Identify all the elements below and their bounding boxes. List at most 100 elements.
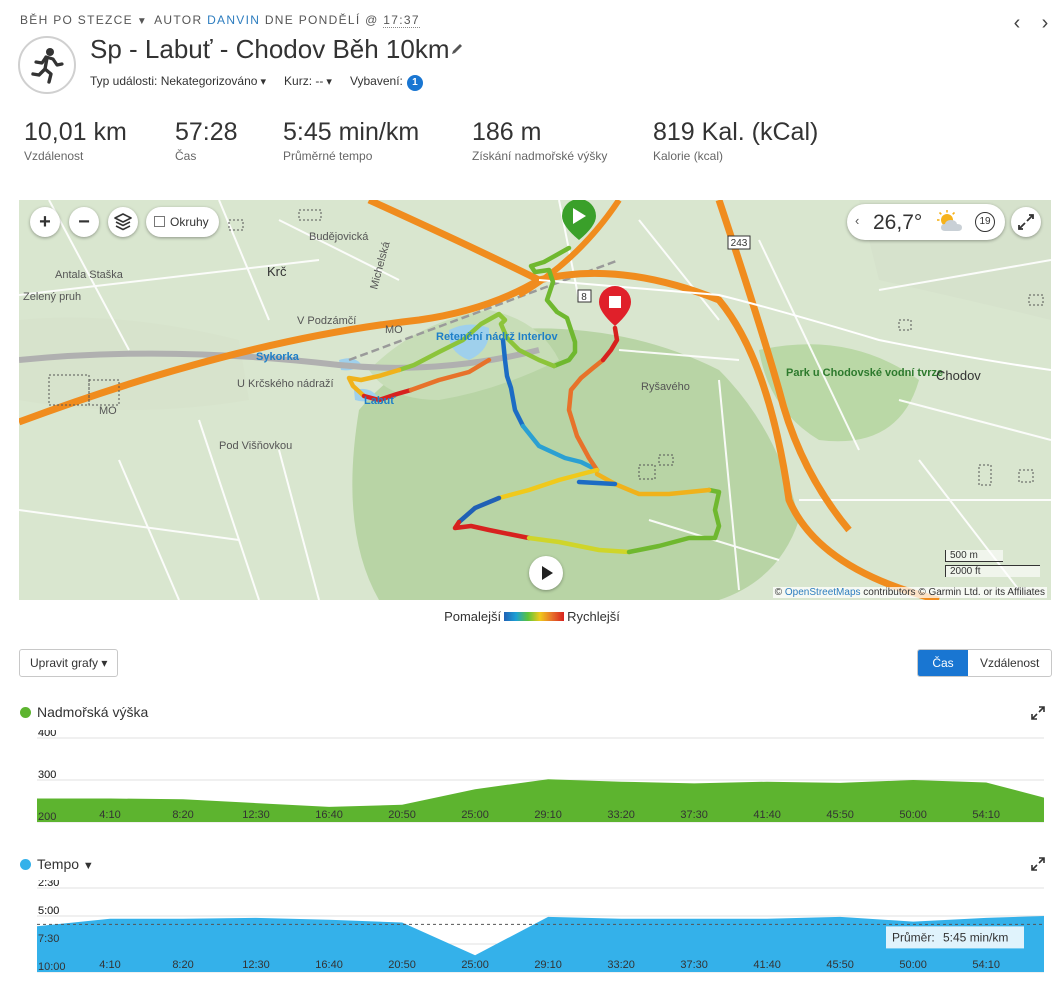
time-tab[interactable]: Čas [918,650,968,676]
stat-label: Průměrné tempo [283,149,373,163]
pace-chart[interactable]: 2:305:007:3010:002:305:007:3010:004:108:… [0,880,1064,980]
chevron-left-icon[interactable]: ‹ [1013,12,1021,34]
map-label-antala-stasku: Antala Staška [55,269,124,281]
distance-tab[interactable]: Vzdálenost [980,656,1040,670]
average-label: Průměr: 5:45 min/km [886,926,1024,949]
elevation-chart[interactable]: 4003002004003002004:108:2012:3016:4020:5… [0,730,1064,830]
weather-widget[interactable]: ‹ 26,7° 19 [847,204,1005,240]
stat-label: Kalorie (kcal) [653,149,724,163]
breadcrumb: BĚH PO STEZCE ▼ AUTOR DANVIN DNE PONDĚLÍ @… [20,13,420,28]
laps-label: Okruhy [170,215,209,229]
stat-value: 5:45 min/km [283,118,420,146]
edit-charts-button[interactable]: Upravit grafy ▾ [19,649,119,677]
elevation-legend-dot [20,707,31,718]
author-prefix: AUTOR [154,13,203,27]
map-label-sykorka: Sykorka [256,351,300,363]
map-label-pod-visnovkou: Pod Višňovkou [219,440,292,452]
activity-time[interactable]: 17:37 [383,13,420,28]
author-link[interactable]: DANVIN [207,13,261,27]
average-value-text: 5:45 min/km [943,930,1008,944]
stat-calories: 819 Kal. (kCal) Kalorie (kcal) [653,118,818,163]
finish-marker-icon[interactable] [599,286,631,326]
x-tick-label: 16:40 [315,959,343,971]
map-label-mo-1: MO [385,324,403,336]
x-tick-label: 8:20 [172,959,193,971]
x-tick-label: 37:30 [680,959,708,971]
stat-label: Získání nadmořské výšky [472,149,608,163]
expand-icon [1018,214,1034,230]
map-label-labut: Labuť [364,395,396,407]
x-tick-label: 50:00 [899,809,927,821]
map-label-chodov: Chodov [936,368,981,383]
x-tick-label: 29:10 [534,809,562,821]
axis-toggle[interactable]: Čas Vzdálenost [917,649,1053,677]
laps-checkbox[interactable] [154,216,165,227]
temperature: 26,7° [873,211,923,234]
start-marker-icon[interactable] [562,200,596,240]
x-tick-label: 25:00 [461,959,489,971]
average-label-text: Průměr: [892,930,935,944]
x-tick-label: 20:50 [388,809,416,821]
stat-value: 186 m [472,118,542,146]
x-tick-label: 54:10 [972,809,1000,821]
chevron-right-icon[interactable]: › [1041,12,1049,34]
route-map[interactable]: 243 8 Krč Sykorka Retenční nádrž Interlo… [19,200,1051,600]
map-label-reservoir: Retenční nádrž Interlov [436,331,559,343]
activity-meta: Typ události: Nekategorizováno Kurz: -- … [90,74,423,91]
activity-type-dropdown-icon[interactable]: ▼ [136,16,149,27]
map-fullscreen-button[interactable] [1011,207,1041,237]
y-tick-label: 5:00 [38,905,59,917]
edit-charts-label: Upravit grafy [30,656,99,670]
stat-pace: 5:45 min/km Průměrné tempo [283,118,419,163]
expand-icon[interactable] [1031,857,1045,871]
stat-value: 819 Kal. (kCal) [653,118,819,146]
gear-count-badge[interactable]: 1 [406,75,423,91]
speed-gradient-bar [504,612,565,621]
x-tick-label: 33:20 [607,959,635,971]
layers-icon [114,213,132,231]
wind-speed-badge: 19 [975,212,995,232]
y-tick-label: 400 [38,730,56,739]
x-tick-label: 54:10 [972,959,1000,971]
gear-label: Vybavení: [349,74,403,88]
y-tick-label: 10:00 [38,961,66,973]
zoom-in-button[interactable]: + [30,207,60,237]
map-label-michelska: Michelská [368,240,392,291]
weather-chevron-left-icon[interactable]: ‹ [855,213,860,228]
map-layers-button[interactable] [108,207,138,237]
laps-toggle[interactable]: Okruhy [146,207,219,237]
x-tick-label: 12:30 [242,959,270,971]
zoom-out-button[interactable]: − [69,207,99,237]
x-tick-label: 33:20 [607,809,635,821]
x-tick-label: 16:40 [315,809,343,821]
pace-dropdown-icon[interactable]: ▼ [82,860,94,872]
expand-icon[interactable] [1031,706,1045,720]
pace-chart-header: Tempo ▼ [20,856,94,872]
osm-link[interactable]: OpenStreetMaps [784,587,861,598]
map-attribution: © OpenStreetMaps contributors © Garmin L… [772,587,1047,598]
chevron-down-icon: ▾ [101,656,108,670]
y-tick-label: 400 [38,730,56,739]
map-label-mo-2: MO [99,405,117,417]
y-tick-label: 2:30 [38,880,59,889]
route-playback-button[interactable] [529,556,563,590]
map-label-v-podzami: V Podzámčí [297,315,356,327]
gear-field[interactable]: Vybavení: 1 [350,74,423,91]
edit-pencil-icon[interactable] [450,42,464,56]
map-label-park: Park u Chodovské vodní tvrze [786,367,943,379]
activity-type: BĚH PO STEZCE [20,13,133,27]
x-tick-label: 4:10 [99,959,120,971]
event-type-dropdown[interactable]: Typ události: Nekategorizováno [90,74,266,91]
course-dropdown[interactable]: Kurz: -- [284,74,332,91]
map-canvas[interactable]: 243 8 Krč Sykorka Retenční nádrž Interlo… [19,200,1051,600]
date-prefix: DNE PONDĚLÍ @ [264,13,379,27]
x-tick-label: 45:50 [826,809,854,821]
map-label-u-krcskeho: U Krčského nádraží [237,378,334,390]
stat-label: Vzdálenost [24,149,84,163]
map-label-krc: Krč [267,264,287,279]
stat-label: Čas [175,149,197,163]
pace-legend-dot [20,859,31,870]
elevation-chart-header: Nadmořská výška [20,704,148,720]
x-tick-label: 29:10 [534,959,562,971]
elevation-chart-title: Nadmořská výška [37,704,149,720]
